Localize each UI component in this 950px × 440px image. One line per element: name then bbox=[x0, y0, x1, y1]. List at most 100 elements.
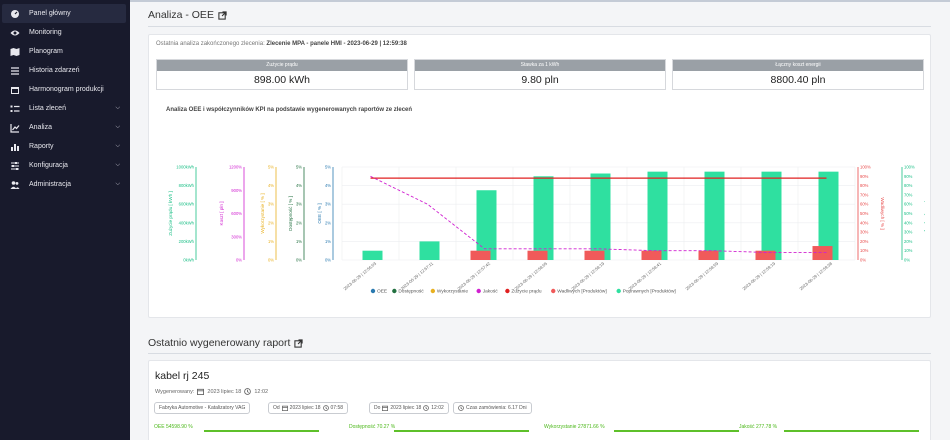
axis-tick-label: 0% bbox=[296, 258, 302, 263]
bar-poprawnych bbox=[818, 171, 839, 260]
axis-tick-label: 0% bbox=[236, 258, 242, 263]
axis-tick-label: 70% bbox=[860, 192, 869, 197]
legend-marker[interactable] bbox=[392, 288, 397, 294]
sidebar-item-1[interactable]: Monitoring bbox=[0, 23, 126, 42]
list-icon bbox=[10, 66, 20, 76]
sidebar-item-label: Harmonogram produkcji bbox=[29, 86, 104, 93]
external-link-icon[interactable] bbox=[294, 338, 304, 348]
axis-tick-label: 2% bbox=[268, 220, 274, 225]
eye-icon bbox=[10, 28, 20, 38]
sidebar-item-label: Panel główny bbox=[29, 10, 71, 17]
axis-tick-label: 4% bbox=[296, 183, 302, 188]
legend-item[interactable]: Zużycie prądu bbox=[511, 289, 541, 295]
metric-progress-bar bbox=[394, 430, 529, 432]
x-tick-label: 2023-06-29 | 12:59:38 bbox=[798, 261, 833, 292]
axis-tick-label: 80% bbox=[860, 183, 869, 188]
legend-item[interactable]: Wykorzystanie bbox=[437, 289, 468, 295]
generated-date: 2023 lipiec 18 bbox=[207, 388, 242, 395]
sidebar-item-4[interactable]: Harmonogram produkcji bbox=[0, 80, 126, 99]
bar-poprawnych bbox=[761, 171, 782, 260]
axis-tick-label: 90% bbox=[904, 174, 913, 179]
legend-item[interactable]: Dostępność bbox=[398, 289, 424, 295]
sidebar-item-5[interactable]: Lista zleceń ⌵ bbox=[0, 99, 126, 118]
badge-prefix: Od bbox=[273, 405, 280, 411]
bar-poprawnych bbox=[362, 250, 383, 260]
axis-tick-label: 5% bbox=[268, 165, 274, 170]
axis-tick-label: 40% bbox=[904, 220, 913, 225]
report-divider bbox=[148, 353, 931, 354]
sidebar-item-0[interactable]: Panel główny bbox=[2, 4, 126, 23]
legend-marker[interactable] bbox=[505, 288, 510, 294]
sidebar-item-8[interactable]: Konfiguracja ⌵ bbox=[0, 156, 126, 175]
bar-wadliwych bbox=[584, 250, 605, 260]
legend-marker[interactable] bbox=[476, 288, 481, 294]
calendar-icon bbox=[10, 85, 20, 95]
sidebar-item-label: Monitoring bbox=[29, 29, 62, 36]
legend-marker[interactable] bbox=[370, 288, 376, 294]
axis-tick-label: 1% bbox=[325, 239, 331, 244]
sidebar-item-7[interactable]: Raporty ⌵ bbox=[0, 137, 126, 156]
analysis-title-text: Analiza - OEE bbox=[148, 9, 214, 21]
axis-tick-label: 50% bbox=[860, 211, 869, 216]
legend-item[interactable]: Poprawnych [Produktów] bbox=[623, 289, 676, 295]
legend-marker[interactable] bbox=[430, 288, 436, 294]
sidebar-item-6[interactable]: Analiza ⌵ bbox=[0, 118, 126, 137]
sidebar-item-2[interactable]: Planogram bbox=[0, 42, 126, 61]
last-order-value: Zlecenie MPA - panele HMI - 2023-06-29 |… bbox=[266, 41, 407, 47]
sidebar-item-label: Historia zdarzeń bbox=[29, 67, 80, 74]
legend-item[interactable]: OEE bbox=[377, 289, 387, 295]
sidebar-item-label: Analiza bbox=[29, 124, 52, 131]
badge-text: 2023 lipiec 18 bbox=[390, 405, 422, 411]
axis-tick-label: 400kWh bbox=[179, 220, 195, 225]
metric-progress-bar bbox=[614, 430, 739, 432]
sidebar-item-label: Lista zleceń bbox=[29, 105, 66, 112]
metric-progress-bar bbox=[204, 430, 319, 432]
x-tick-label: 2023-06-29 | 12:58:19 bbox=[570, 261, 605, 292]
badge-time: 12:02 bbox=[431, 405, 444, 411]
legend-marker[interactable] bbox=[551, 288, 556, 294]
axis-tick-label: 10% bbox=[904, 248, 913, 253]
axis-tick-label: 1% bbox=[296, 239, 302, 244]
kpi-label: Łączny koszt energii bbox=[673, 60, 923, 71]
axis-tick-label: 2% bbox=[325, 220, 331, 225]
x-tick-label: 2023-06-29 | 12:59:19 bbox=[741, 261, 776, 292]
bar-poprawnych bbox=[476, 190, 497, 260]
report-badge: Do 2023 lipiec 18 12:02 bbox=[369, 402, 449, 414]
axis-tick-label: 1% bbox=[268, 239, 274, 244]
report-generated: Wygenerowany: 2023 lipiec 18 12:02 bbox=[155, 388, 268, 395]
sidebar-item-3[interactable]: Historia zdarzeń bbox=[0, 61, 126, 80]
sidebar-item-label: Planogram bbox=[29, 48, 63, 55]
legend-marker[interactable] bbox=[616, 288, 621, 294]
axis-tick-label: 3% bbox=[268, 202, 274, 207]
badge-text: 2023 lipiec 18 bbox=[289, 405, 321, 411]
axis-tick-label: 600kWh bbox=[179, 202, 195, 207]
kpi-label: Zużycie prądu bbox=[157, 60, 407, 71]
generated-label: Wygenerowany: bbox=[155, 388, 195, 395]
chevron-down-icon: ⌵ bbox=[115, 143, 120, 149]
sliders-icon bbox=[10, 161, 20, 171]
axis-tick-label: 900% bbox=[231, 188, 242, 193]
x-tick-label: 2023-06-29 | 12:58:41 bbox=[627, 261, 662, 292]
sidebar: Panel główny Monitoring Planogram Historia … bbox=[0, 0, 130, 440]
clock-icon bbox=[322, 405, 329, 411]
kpi-value: 898.00 kWh bbox=[253, 74, 311, 86]
kpi-card: Stawka za 1 kWh 9.80 pln bbox=[414, 59, 666, 90]
kpi-label: Stawka za 1 kWh bbox=[415, 60, 665, 71]
x-tick-label: 2023-06-29 | 12:58:59 bbox=[684, 261, 719, 292]
metric-label: Jakość 277.78 % bbox=[739, 424, 778, 430]
analysis-card: Ostatnia analiza zakończonego zlecenia: … bbox=[148, 34, 931, 318]
axis-label: OEE [ % ] bbox=[317, 203, 322, 223]
legend-item[interactable]: Jakość bbox=[483, 289, 499, 295]
top-divider bbox=[130, 0, 950, 2]
axis-tick-label: 0% bbox=[904, 258, 910, 263]
axis-label: Dostępność [ % ] bbox=[288, 196, 293, 231]
bar-poprawnych bbox=[419, 241, 440, 260]
axis-tick-label: 90% bbox=[860, 174, 869, 179]
metric-label: Wykorzystanie 27871.66 % bbox=[544, 424, 605, 430]
external-link-icon[interactable] bbox=[218, 10, 227, 20]
legend-item[interactable]: Wadliwych [Produktów] bbox=[557, 289, 606, 295]
sidebar-item-9[interactable]: Administracja ⌵ bbox=[0, 175, 126, 194]
badge-text: Fabryka Automotive - Katalizatory VAG bbox=[159, 405, 246, 411]
bar-chart-icon bbox=[10, 142, 20, 152]
metric-progress-bar bbox=[784, 430, 919, 432]
